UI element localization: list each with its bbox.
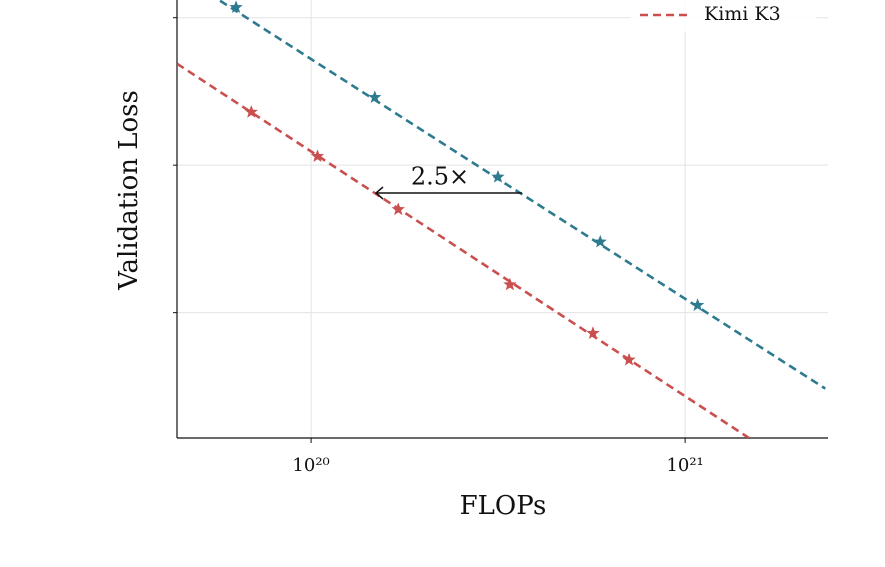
data-point <box>586 326 600 339</box>
x-tick-label: 10²⁰ <box>292 455 329 476</box>
data-point <box>229 0 243 14</box>
legend-label: Kimi K3 <box>704 3 781 25</box>
x-axis-label: FLOPs <box>460 491 547 521</box>
fit-line <box>177 62 751 438</box>
data-point <box>244 105 258 118</box>
data-point <box>503 277 517 291</box>
data-point <box>622 352 636 366</box>
data-point <box>391 202 405 216</box>
legend: Kimi K3 <box>630 0 816 32</box>
y-axis-label: Validation Loss <box>114 90 144 291</box>
data-point <box>310 149 325 162</box>
data-point <box>368 90 382 103</box>
data-point <box>690 298 705 311</box>
data-point <box>491 169 505 183</box>
x-tick-label: 10²¹ <box>666 455 703 476</box>
annotation: 2.5× <box>411 163 469 191</box>
data-point <box>593 234 607 248</box>
fit-line <box>219 0 826 390</box>
annotation-arrowhead <box>374 186 384 200</box>
plot-area <box>177 0 826 438</box>
